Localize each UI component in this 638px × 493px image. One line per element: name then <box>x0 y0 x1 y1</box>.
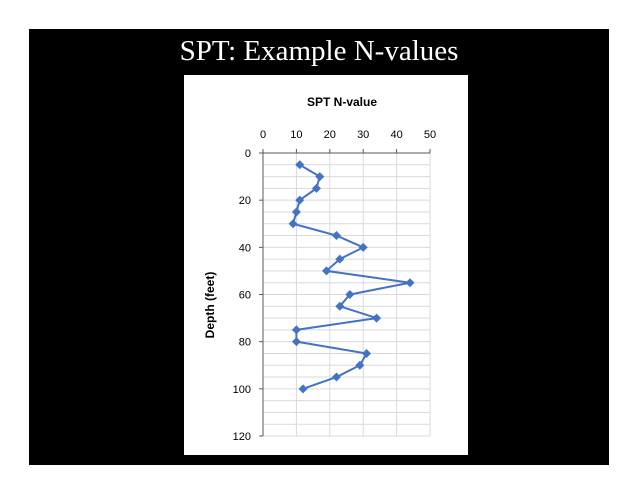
y-tick-label: 40 <box>239 242 251 254</box>
data-point <box>315 172 325 182</box>
chart-title: SPT N-value <box>307 95 377 109</box>
data-point <box>345 290 355 299</box>
x-tick-label: 0 <box>260 129 266 141</box>
x-tick-label: 30 <box>357 129 369 141</box>
data-point <box>291 325 301 335</box>
y-tick-label: 60 <box>239 290 251 302</box>
data-point <box>355 360 365 370</box>
x-tick-label: 20 <box>324 129 336 141</box>
data-point <box>335 254 345 264</box>
y-tick-label: 80 <box>239 337 251 349</box>
data-point <box>405 278 415 288</box>
slide: SPT: Example N-values 0 10 20 30 40 50 0 20 40 60… <box>29 29 609 465</box>
data-point <box>372 313 382 323</box>
axes: 0 10 20 30 40 50 0 20 40 60 80 100 120 <box>233 129 436 443</box>
data-point <box>298 384 308 394</box>
data-point <box>331 372 341 382</box>
data-point <box>295 160 305 170</box>
x-tick-label: 40 <box>390 129 402 141</box>
data-point <box>358 242 368 252</box>
x-tick-label: 10 <box>290 129 302 141</box>
y-tick-label: 120 <box>233 431 251 443</box>
spt-chart: 0 10 20 30 40 50 0 20 40 60 80 100 120 SPT N-value D… <box>203 95 436 443</box>
data-point <box>291 337 301 347</box>
y-tick-label: 0 <box>245 148 251 160</box>
data-point <box>331 231 341 241</box>
data-point <box>362 348 372 358</box>
data-point <box>311 183 321 193</box>
series-line <box>291 163 411 390</box>
data-point <box>321 266 331 276</box>
slide-title: SPT: Example N-values <box>179 35 459 67</box>
data-point <box>288 219 298 229</box>
y-tick-label: 100 <box>233 384 251 396</box>
series <box>288 160 415 394</box>
y-axis-label: Depth (feet) <box>203 272 217 339</box>
data-point <box>291 207 301 217</box>
x-tick-label: 50 <box>424 129 436 141</box>
data-point <box>295 195 305 205</box>
y-tick-label: 20 <box>239 195 251 207</box>
data-point <box>335 301 345 311</box>
chart-panel: 0 10 20 30 40 50 0 20 40 60 80 100 120 SPT N-value D… <box>184 75 468 455</box>
